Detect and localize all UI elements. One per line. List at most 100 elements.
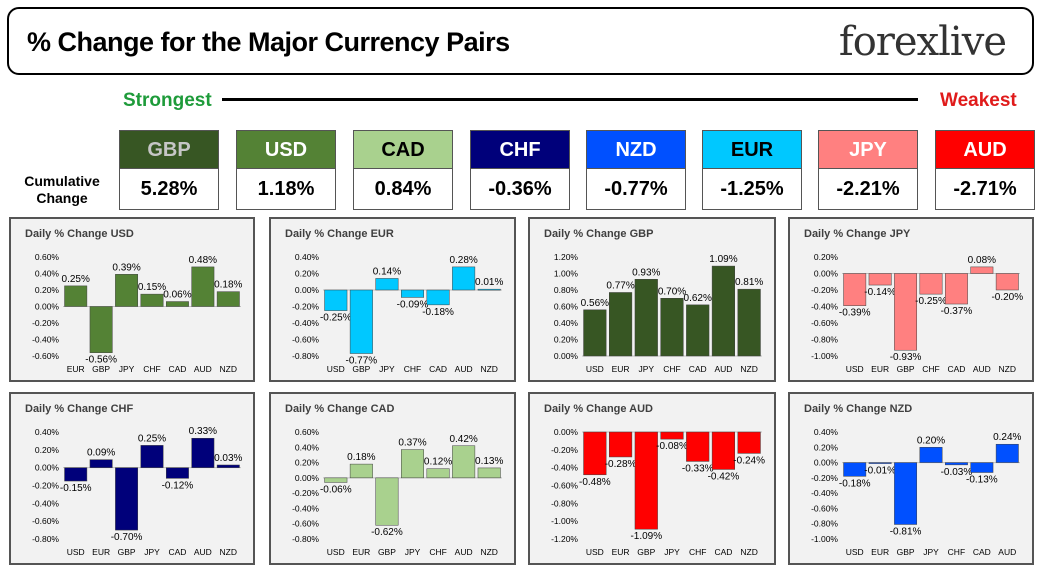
y-tick-label: 0.00%	[295, 285, 320, 295]
forexlive-logo: forexlive	[838, 19, 1007, 65]
bar-nzd	[477, 288, 501, 291]
currency-code: EUR	[702, 130, 802, 169]
data-label: -0.37%	[941, 306, 973, 317]
y-tick-label: 0.40%	[35, 427, 60, 437]
bar-gbp	[375, 477, 399, 526]
x-category-label: CAD	[689, 364, 707, 374]
bar-eur	[349, 463, 373, 479]
data-label: -0.28%	[605, 459, 637, 470]
bar-aud	[452, 266, 476, 291]
x-category-label: JPY	[144, 547, 160, 557]
data-label: 0.33%	[189, 426, 217, 437]
bar-aud	[452, 445, 476, 479]
y-tick-label: -0.80%	[292, 351, 319, 361]
y-tick-label: -0.60%	[551, 481, 578, 491]
bar-jpy	[140, 445, 164, 468]
y-tick-label: -0.60%	[292, 519, 319, 529]
chart-title: Daily % Change CHF	[25, 403, 133, 415]
data-label: -0.18%	[422, 307, 454, 318]
cumulative-change-label: Cumulative Change	[24, 173, 100, 206]
y-tick-label: 0.80%	[554, 285, 579, 295]
chart-title: Daily % Change GBP	[544, 228, 653, 240]
currency-code: GBP	[119, 130, 219, 169]
y-tick-label: 1.00%	[554, 269, 579, 279]
bar-usd	[843, 462, 867, 477]
y-tick-label: 0.20%	[295, 269, 320, 279]
y-tick-label: 0.00%	[814, 269, 839, 279]
y-tick-label: 0.20%	[35, 445, 60, 455]
x-category-label: JPY	[379, 364, 395, 374]
x-category-label: CHF	[922, 364, 939, 374]
bar-gbp	[115, 467, 139, 531]
x-category-label: CAD	[168, 364, 186, 374]
bar-chf	[686, 431, 710, 462]
bar-gbp	[634, 431, 658, 530]
weakest-label: Weakest	[940, 90, 1017, 111]
bar-chart: Daily % Change GBP1.20%1.00%0.80%0.60%0.…	[544, 228, 763, 374]
data-label: 0.39%	[112, 262, 140, 273]
chart-panel-nzd: Daily % Change NZD 0.40% 0.20% 0.00% -0.20% -…	[788, 392, 1034, 565]
data-label: -0.13%	[966, 475, 998, 486]
bar-nzd	[216, 291, 240, 307]
x-category-label: CAD	[714, 547, 732, 557]
cumulative-change-value: -2.21%	[818, 169, 918, 210]
data-label: -0.39%	[839, 308, 871, 319]
y-tick-label: -0.20%	[551, 445, 578, 455]
y-tick-label: -0.40%	[811, 302, 838, 312]
data-label: -0.33%	[682, 463, 714, 474]
bar-usd	[64, 467, 88, 482]
data-label: -0.70%	[111, 532, 143, 543]
y-tick-label: 0.00%	[35, 302, 60, 312]
y-tick-label: 0.00%	[295, 473, 320, 483]
bar-jpy	[660, 431, 684, 440]
data-label: 0.28%	[449, 255, 477, 266]
chart-title: Daily % Change JPY	[804, 228, 911, 240]
x-category-label: USD	[327, 547, 345, 557]
data-label: 1.09%	[709, 254, 737, 265]
x-category-label: AUD	[973, 364, 991, 374]
x-category-label: JPY	[923, 547, 939, 557]
bar-nzd	[737, 431, 761, 454]
data-label: -0.93%	[890, 352, 922, 363]
bar-chart: Daily % Change USD 0.60% 0.40% 0.20% 0.00% -0…	[25, 228, 243, 374]
bar-jpy	[400, 449, 425, 479]
cumulative-change-value: 0.84%	[353, 169, 453, 210]
bar-chart: Daily % Change EUR0.40%0.20%0.00%-0.20%-…	[285, 228, 503, 374]
x-category-label: NZD	[740, 547, 757, 557]
bar-cad	[970, 462, 994, 473]
x-category-label: EUR	[67, 364, 85, 374]
bar-aud	[995, 443, 1019, 463]
y-tick-label: -0.60%	[292, 335, 319, 345]
bar-usd	[583, 431, 607, 476]
data-label: -0.01%	[864, 465, 896, 476]
y-tick-label: -1.00%	[551, 516, 578, 526]
x-category-label: JPY	[405, 547, 421, 557]
data-label: -0.18%	[839, 478, 871, 489]
y-tick-label: 0.60%	[554, 302, 579, 312]
data-label: 0.77%	[606, 280, 634, 291]
x-category-label: NZD	[740, 364, 757, 374]
currency-box-jpy: JPY -2.21%	[818, 130, 918, 210]
x-category-label: GBP	[118, 547, 136, 557]
x-category-label: GBP	[897, 547, 915, 557]
bar-usd	[324, 289, 348, 311]
currency-code: NZD	[586, 130, 686, 169]
bar-gbp	[89, 306, 113, 353]
currency-box-chf: CHF -0.36%	[470, 130, 570, 210]
bar-cad	[165, 467, 189, 479]
bar-chart: Daily % Change JPY 0.20% 0.00% -0.20% -0.40%…	[804, 228, 1023, 374]
y-tick-label: -0.80%	[292, 534, 319, 544]
bar-usd	[324, 477, 348, 483]
x-category-label: EUR	[92, 547, 110, 557]
x-category-label: GBP	[92, 364, 110, 374]
chart-title: Daily % Change EUR	[285, 228, 394, 240]
bar-cad	[165, 301, 189, 307]
y-tick-label: 0.20%	[35, 285, 60, 295]
y-tick-label: -0.40%	[551, 463, 578, 473]
y-tick-label: -0.20%	[32, 318, 59, 328]
chart-panel-jpy: Daily % Change JPY 0.20% 0.00% -0.20% -0.40%…	[788, 217, 1034, 382]
bar-jpy	[919, 447, 943, 463]
bar-cad	[711, 431, 735, 470]
x-category-label: CAD	[168, 547, 186, 557]
bar-gbp	[349, 289, 373, 354]
